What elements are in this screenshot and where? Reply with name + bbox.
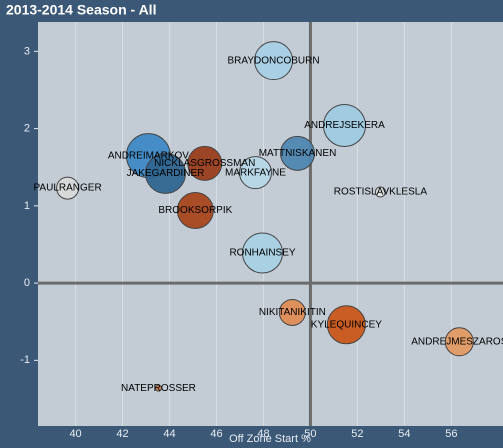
chart-title: 2013-2014 Season - All [6,2,156,18]
bubble [187,145,223,181]
bubble [176,191,214,229]
bubble [154,384,162,392]
data-label: NATEPROSSER [121,383,196,394]
data-label: ROSTISLAVKLESLA [334,187,428,198]
bubble [254,41,294,81]
data-label: BRAYDONCOBURN [228,55,320,66]
bubble [444,327,474,357]
y-tick-label: 3 [24,45,30,57]
x-tick-label: 48 [257,428,269,440]
x-tick-label: 42 [116,428,128,440]
data-label: JAKEGARDINER [127,168,205,179]
y-tick-label: 1 [24,200,30,212]
bubble [242,232,284,274]
x-tick-label: 54 [398,428,410,440]
bubble [278,298,306,326]
plot-area [38,22,503,426]
x-tick-label: 46 [210,428,222,440]
data-label: KYLEQUINCEY [311,319,382,330]
bubble [56,176,80,200]
data-label: PAULRANGER [34,183,102,194]
data-label: ANDREJMESZAROS [411,336,503,347]
bubble [238,156,272,190]
data-label: RONHAINSEY [229,248,295,259]
x-tick-label: 52 [351,428,363,440]
data-label: NIKITANIKITIN [259,307,326,318]
y-tick-label: 2 [24,123,30,135]
bubble [145,152,187,194]
bubble [374,186,386,198]
data-label: NICKLASGROSSMAN [154,158,255,169]
data-label: MATTNISKANEN [259,148,337,159]
bubble [326,305,366,345]
x-axis-title: Off Zone Start % [229,433,311,445]
x-tick-label: 50 [304,428,316,440]
data-label: MARKFAYNE [225,167,286,178]
y-tick-label: 0 [24,277,30,289]
data-label: ANDREIMARKOV [108,150,189,161]
data-label: BROOKSORPIK [158,205,232,216]
x-tick-label: 44 [163,428,175,440]
x-tick-label: 40 [69,428,81,440]
bubble [322,104,366,148]
x-tick-label: 56 [445,428,457,440]
data-label: ANDREJSEKERA [304,120,385,131]
y-tick-label: -1 [20,354,30,366]
bubble [280,135,316,171]
